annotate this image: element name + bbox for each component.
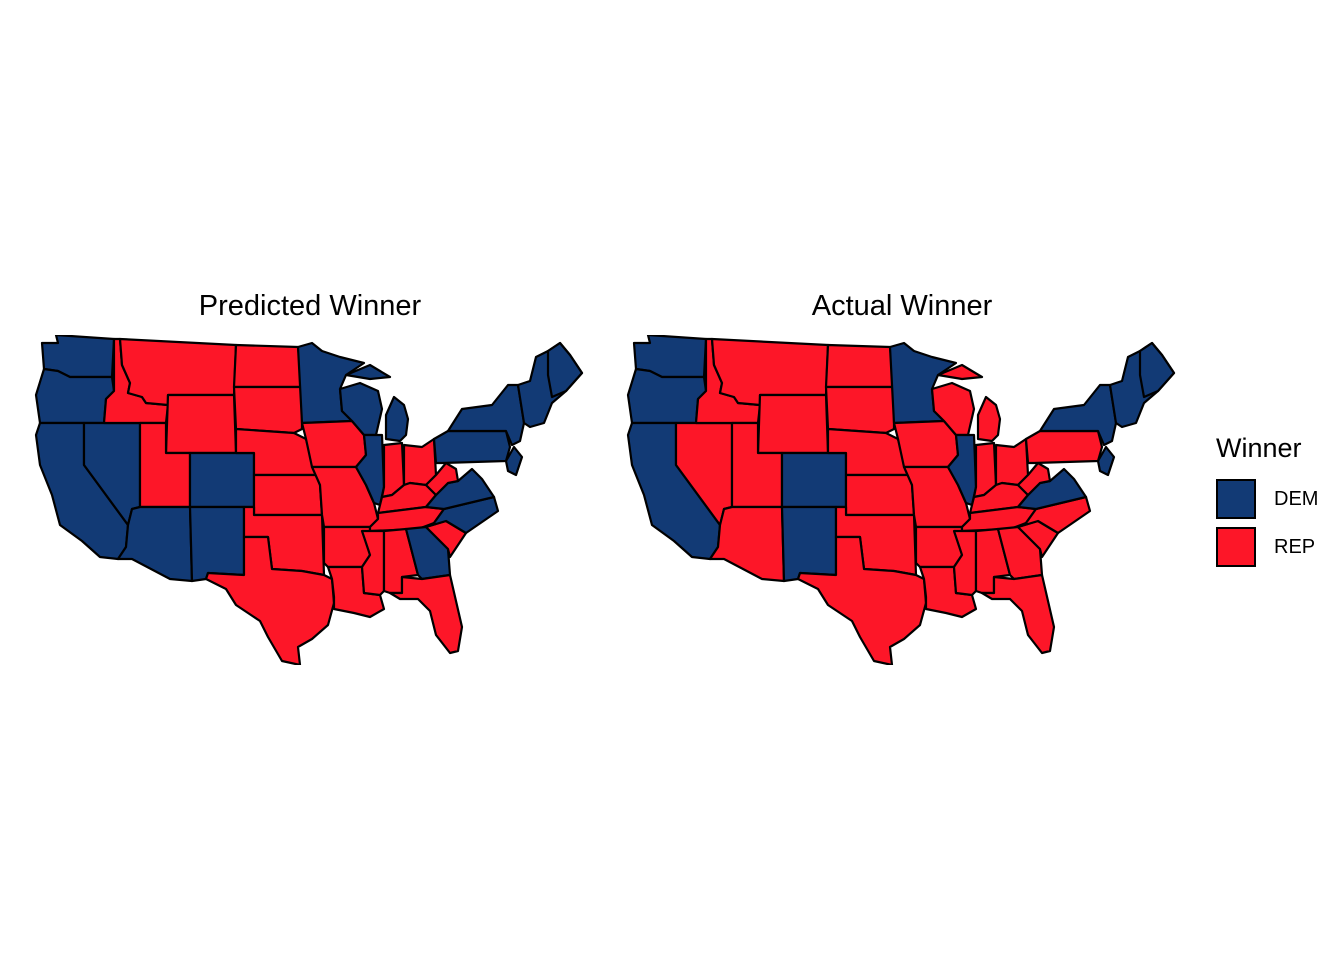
actual-winner-panel: Actual Winner [622, 285, 1182, 675]
state-wv [1016, 461, 1052, 497]
state-oh [402, 437, 438, 487]
legend-title: Winner [1216, 433, 1302, 463]
legend-item-dem: DEM [1216, 476, 1318, 522]
state-or [34, 367, 116, 425]
state-az [708, 505, 786, 583]
state-az [116, 505, 194, 583]
legend-item-rep: REP [1216, 524, 1318, 570]
state-ms [360, 529, 386, 597]
legend: Winner DEM REP [1216, 433, 1318, 572]
actual-winner-map [626, 335, 1176, 665]
state-pa [1024, 429, 1104, 465]
state-or [626, 367, 708, 425]
state-sd [232, 385, 304, 435]
state-nm [188, 505, 246, 583]
state-ks [844, 473, 916, 517]
state-pa [432, 429, 512, 465]
legend-key-rep [1216, 527, 1256, 567]
state-wy [756, 393, 830, 455]
state-ia [892, 419, 960, 469]
legend-key-dem [1216, 479, 1256, 519]
state-tx [204, 535, 336, 665]
legend-label-dem: DEM [1274, 487, 1319, 510]
state-mi [936, 363, 1002, 443]
state-wv [424, 461, 460, 497]
legend-label-rep: REP [1274, 535, 1316, 558]
state-sd [824, 385, 896, 435]
state-fl [388, 573, 464, 655]
state-nd [824, 343, 896, 389]
state-ms [952, 529, 978, 597]
predicted-winner-panel: Predicted Winner [30, 285, 590, 675]
predicted-winner-title: Predicted Winner [198, 290, 422, 322]
state-nm [780, 505, 838, 583]
state-co [188, 451, 256, 509]
state-mi [344, 363, 410, 443]
state-il [946, 433, 978, 507]
state-ia [300, 419, 368, 469]
state-ks [252, 473, 324, 517]
actual-winner-title: Actual Winner [811, 290, 993, 322]
state-wy [164, 393, 238, 455]
predicted-winner-map [34, 335, 584, 665]
state-oh [994, 437, 1030, 487]
state-me [1138, 341, 1176, 399]
state-co [780, 451, 848, 509]
state-il [354, 433, 386, 507]
state-tx [796, 535, 928, 665]
state-fl [980, 573, 1056, 655]
state-nd [232, 343, 304, 389]
state-me [546, 341, 584, 399]
